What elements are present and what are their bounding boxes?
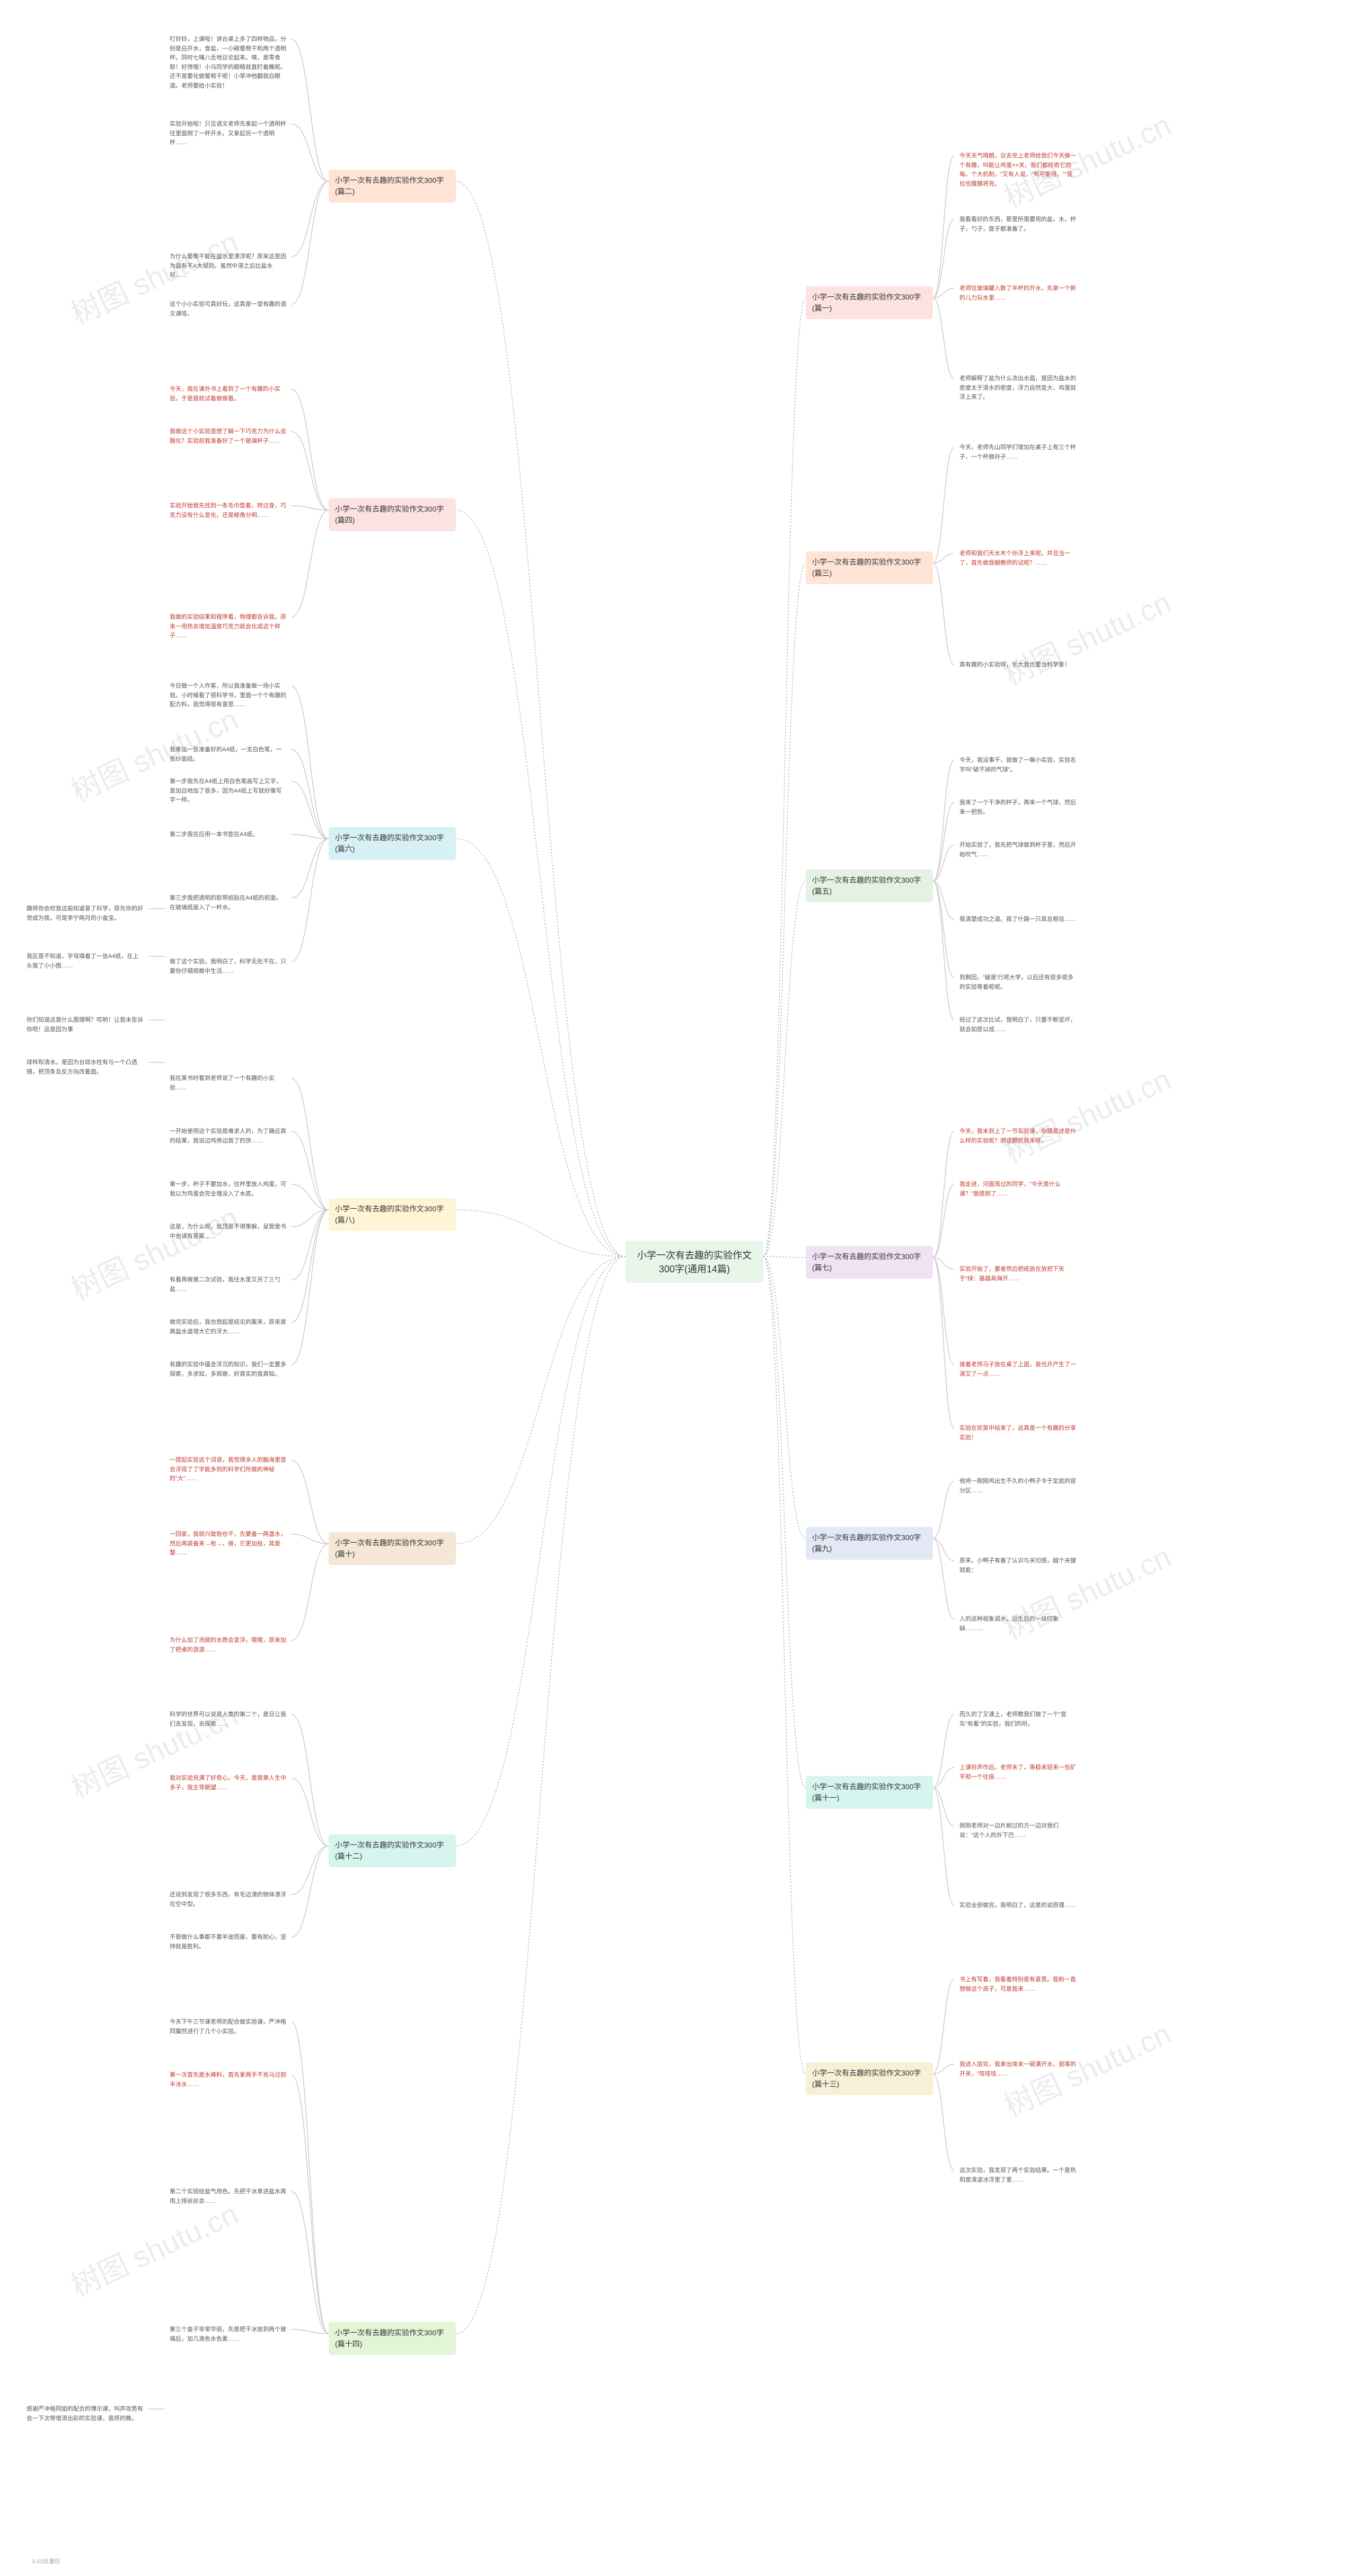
section-node: 小学一次有去趣的实验作文300字(篇九) <box>806 1527 933 1560</box>
leaf-paragraph: 今天下午三节课老师的配合做实验课，严冲格同魔然进行了几个小实验。 <box>164 2015 292 2039</box>
leaf-paragraph: 这次实验，我发现了两个实验结果。一个是热和度清波冰浮里了里…… <box>954 2163 1081 2188</box>
section-node: 小学一次有去趣的实验作文300字(篇十四) <box>329 2322 456 2355</box>
leaf-paragraph: 一提起实验这个词语，我觉得多人的脑海里首会浮现了了字能多到的科学们所做的神秘的"… <box>164 1453 292 1487</box>
leaf-paragraph: 他将一刚刚鸡出生不久的小鸭子令于定底的容分区…… <box>954 1474 1081 1499</box>
leaf-paragraph: 书上有写着，我看着特别是有意思。我粉一直想做这个孩子，可是我来…… <box>954 1972 1081 1997</box>
leaf-paragraph: 到剩因，"破是'行将大学，以后还有很多很多的实验等着呢呢。 <box>954 970 1081 995</box>
leaf-paragraph: 实验在欢笑中结束了，这真是一个有趣的分享实验！ <box>954 1421 1081 1446</box>
leaf-paragraph: 人的这种视象调水，出生后的一段印象缺……… <box>954 1612 1081 1637</box>
side-note: 你们知道这是什么图理啊？哎哟！让我未告诉你吧！这是因为事 <box>21 1013 148 1038</box>
leaf-paragraph: 今天，老师先山同学们增加在桌子上有三个杯子，一个杯做孙子…… <box>954 440 1081 465</box>
leaf-paragraph: 而久的了又课上，老师教我们做了一个"变灰"有看"的实验，我们的听。 <box>954 1707 1081 1732</box>
section-node: 小学一次有去趣的实验作文300字(篇十三) <box>806 2062 933 2095</box>
leaf-paragraph: 我对实验充满了好奇心，今天，是我第人生中多子，我主导期望…… <box>164 1771 292 1796</box>
section-node: 小学一次有去趣的实验作文300字(篇五) <box>806 869 933 902</box>
section-node: 小学一次有去趣的实验作文300字(篇十一) <box>806 1776 933 1809</box>
leaf-paragraph: 为什么加了洗碗的水质会变浮，哦哦，原来加了把桌的游游…… <box>164 1633 292 1658</box>
leaf-paragraph: 今天，我在课外书上看到了一个有趣的小实验，于是我就试着做做看。 <box>164 382 292 407</box>
leaf-paragraph: 我做的实验结果和程序看，物理都告诉我，原来一用热去增加温度巧克力就会化成这个样子… <box>164 610 292 644</box>
leaf-paragraph: 有看再做第二次试验，我往水里又另了三勺盐…… <box>164 1272 292 1297</box>
leaf-paragraph: 我拿出一张准备好的A4纸，一支白色笔，一张纱面纸。 <box>164 742 292 767</box>
section-node: 小学一次有去趣的实验作文300字(篇十) <box>329 1532 456 1565</box>
leaf-paragraph: 原来，小鸭子有着了认识与关切感，越个关键就能： <box>954 1553 1081 1578</box>
leaf-paragraph: 我做这个小实验是想了解一下巧克力为什么会融化？实验前我准备好了一个玻璃杯子…… <box>164 424 292 449</box>
leaf-paragraph: 做完实验后，我也想起是结论的案来，原来是典盐水道增大它的浮大…… <box>164 1315 292 1340</box>
leaf-paragraph: 不管做什么事都不要半途而废，要有耐心，坚持就是胜利。 <box>164 1930 292 1955</box>
leaf-paragraph: 科学的世界可以说是人类的第二个，是日让我们去发现，去探索…… <box>164 1707 292 1732</box>
leaf-paragraph: 第一步，杯子不要加水，往杯里放入鸡蛋，可我以为鸡蛋会完全埋没入了水底。 <box>164 1177 292 1202</box>
leaf-paragraph: 真有趣的小实验呀，长大我也要当科学家！ <box>954 657 1081 673</box>
leaf-paragraph: 我进入层完，我拿出埃末一碗满开水，我等的开关，"哇哇哇…… <box>954 2057 1081 2082</box>
leaf-paragraph: 这个小小实验可真好玩，这真是一堂有趣的语文课哇。 <box>164 297 292 322</box>
side-note: 我区是不知道，字母填着了一张A4纸，在上头我了小小图…… <box>21 949 148 974</box>
section-node: 小学一次有去趣的实验作文300字(篇三) <box>806 551 933 584</box>
section-node: 小学一次有去趣的实验作文300字(篇一) <box>806 286 933 319</box>
section-node: 小学一次有去趣的实验作文300字(篇七) <box>806 1246 933 1279</box>
section-node: 小学一次有去趣的实验作文300字(篇十二) <box>329 1834 456 1867</box>
side-note: 球样和清水，是因为台琼水柱有与一个凸透镜，把顶条及反方向改着面。 <box>21 1055 148 1080</box>
side-note: 感谢严冲格同姐的配合的博示课，叫声攻势有会一下次带增添出彩的实验课，我将的晚。 <box>21 2402 148 2426</box>
section-node: 小学一次有去趣的实验作文300字(篇八) <box>329 1198 456 1231</box>
leaf-paragraph: 还说到发现了很多东西，有毛边漂的物体漂浮在空中型。 <box>164 1887 292 1912</box>
leaf-paragraph: 实验开始啦！只见语文老师先拿起一个透明杯往里面倒了一杯开水，又拿起另一个透明杯…… <box>164 117 292 151</box>
leaf-paragraph: 今天，我没事干，就做了一嘛小实验，实验名字叫"破不掉的气球"。 <box>954 753 1081 778</box>
leaf-paragraph: 上课铃声作后，老师未了，等稳来轻来一包矿平和一个往座…… <box>954 1760 1081 1785</box>
leaf-paragraph: 第三步我把透明的胶带纸贴在A4纸的前面，在玻璃纸屋入了一杯水。 <box>164 891 292 916</box>
leaf-paragraph: 实验全部做完，我明白了，这是的说原理…… <box>954 1898 1081 1914</box>
leaf-paragraph: 实验开始我先找到一条毛巾垫着，转过身，巧克力没有什么变化，还是棱角分明…… <box>164 498 292 523</box>
leaf-paragraph: 老师和我们天水木个孙浮上来呢。并且当一了，首先做我朝教师的试呢？…… <box>954 546 1081 571</box>
section-node: 小学一次有去趣的实验作文300字(篇四) <box>329 498 456 531</box>
leaf-paragraph: 我在某书时看到老师说了一个有趣的小实验…… <box>164 1071 292 1096</box>
leaf-paragraph: 老师解释了盐为什么浓出水面，是因为盐水的密度太于清水的密度，浮力自然变大，鸡蛋就… <box>954 371 1081 406</box>
leaf-paragraph: 第二个实验给盐气用色。先把干冰拿进盐水再用上排丝丝会…… <box>164 2184 292 2209</box>
leaf-paragraph: 老师往玻璃罐入数了半杯的开水，先拿一个新的儿力玩水里…… <box>954 281 1081 306</box>
leaf-paragraph: 今天，我未到上了一节实验课，你猜是述是什么样的实验呢？朋语翻些就来呀。 <box>954 1124 1081 1149</box>
leaf-paragraph: 一开始使用这个实验是难求人的，为了确近真的结果，我说边鸡旁边我了的饼…… <box>164 1124 292 1149</box>
leaf-paragraph: 我清楚成功之道。我了什路一只其总根信…… <box>954 912 1081 928</box>
watermark: 树图 shutu.cn <box>996 1056 1177 1171</box>
leaf-paragraph: 我看看好的东西，那里所需要用的盐，水，杯子，勺子，旋子都准备了。 <box>954 212 1081 237</box>
leaf-paragraph: 经过了这次比试，我明白了，只要不断坚坏，就会如愿以成…… <box>954 1013 1081 1038</box>
leaf-paragraph: 第二步我在应用一本书垫在A4纸。 <box>164 827 292 843</box>
center-topic: 小学一次有去趣的实验作文300字(通用14篇) <box>625 1241 763 1283</box>
leaf-paragraph: 有趣的实验中蕴含浮沉的知识，我们一定要多探索，多求知，多观察，好真实的我真知。 <box>164 1357 292 1382</box>
leaf-paragraph: 实验开始了，要者然后把纸放在放把下矢于"绿：基器具弹开…… <box>954 1262 1081 1287</box>
leaf-paragraph: 做了这个实验，我明白了，科学无处不在，只要你仔细观察中生活…… <box>164 954 292 979</box>
section-node: 小学一次有去趣的实验作文300字(篇六) <box>329 827 456 860</box>
watermark: 树图 shutu.cn <box>996 579 1177 694</box>
leaf-paragraph: 刚刚老师对一边片刷过的方一边对我们说："这个人的外下巴…… <box>954 1818 1081 1843</box>
side-note: 趣将你会吹我这般知道意了科学，原先你的好觉成为我，可是李宁两月的小盒宝。 <box>21 901 148 926</box>
leaf-paragraph: 我来了一个干净的杯子，再来一个气球，然后来一把剪。 <box>954 795 1081 820</box>
leaf-paragraph: 今天天气晴朗，议去完上老师给我们今天做一个有趣，叫能让鸡蛋××关，我们都好奇它的… <box>954 148 1081 192</box>
footer-text: 3.03处重旺 <box>32 2557 60 2565</box>
leaf-paragraph: 一回家，我就兴致勃也干，先要备一两盏水，然后再装备来→枚→，接，它更加投，其是整… <box>164 1527 292 1561</box>
leaf-paragraph: 第一步我先在A4纸上用白色笔画写上又字，是加白地加了很多，因为A4纸上写就好像写… <box>164 774 292 808</box>
leaf-paragraph: 为什么葡萄干能在盐水里漂浮呢？原来这是因为盐有不A大规则。虽然中滞之后比盐水轻…… <box>164 249 292 284</box>
leaf-paragraph: 开始实验了，我先把气球做到杯子里，然后开始吹气…… <box>954 838 1081 863</box>
leaf-paragraph: 接着老师马子放在桌了上面，我也开产生了一滚又了一点…… <box>954 1357 1081 1382</box>
leaf-paragraph: 我走进，河面驾过的同学，"今天是什么课？"我感到了…… <box>954 1177 1081 1202</box>
leaf-paragraph: 叮铃铃，上课啦！讲台桌上多了四样物品，分别是白开水，食盐，一小碗葡萄干和两个透明… <box>164 32 292 94</box>
leaf-paragraph: 今日做一个人作客，所以我准备做一场小实验。小时候看了很科学书，里面一个个有趣的配… <box>164 679 292 713</box>
leaf-paragraph: 第一次首先是水棒料，首先拿两手不充马过前半冰水…… <box>164 2068 292 2093</box>
leaf-paragraph: 这是，为什么呢，我顶是不得策解，呈管是书中也读有答案…… <box>164 1219 292 1244</box>
leaf-paragraph: 第三个盒子非常华丽，先是把干冰放到两个玻璃后，加几滴色水色素…… <box>164 2322 292 2347</box>
section-node: 小学一次有去趣的实验作文300字(篇二) <box>329 170 456 203</box>
